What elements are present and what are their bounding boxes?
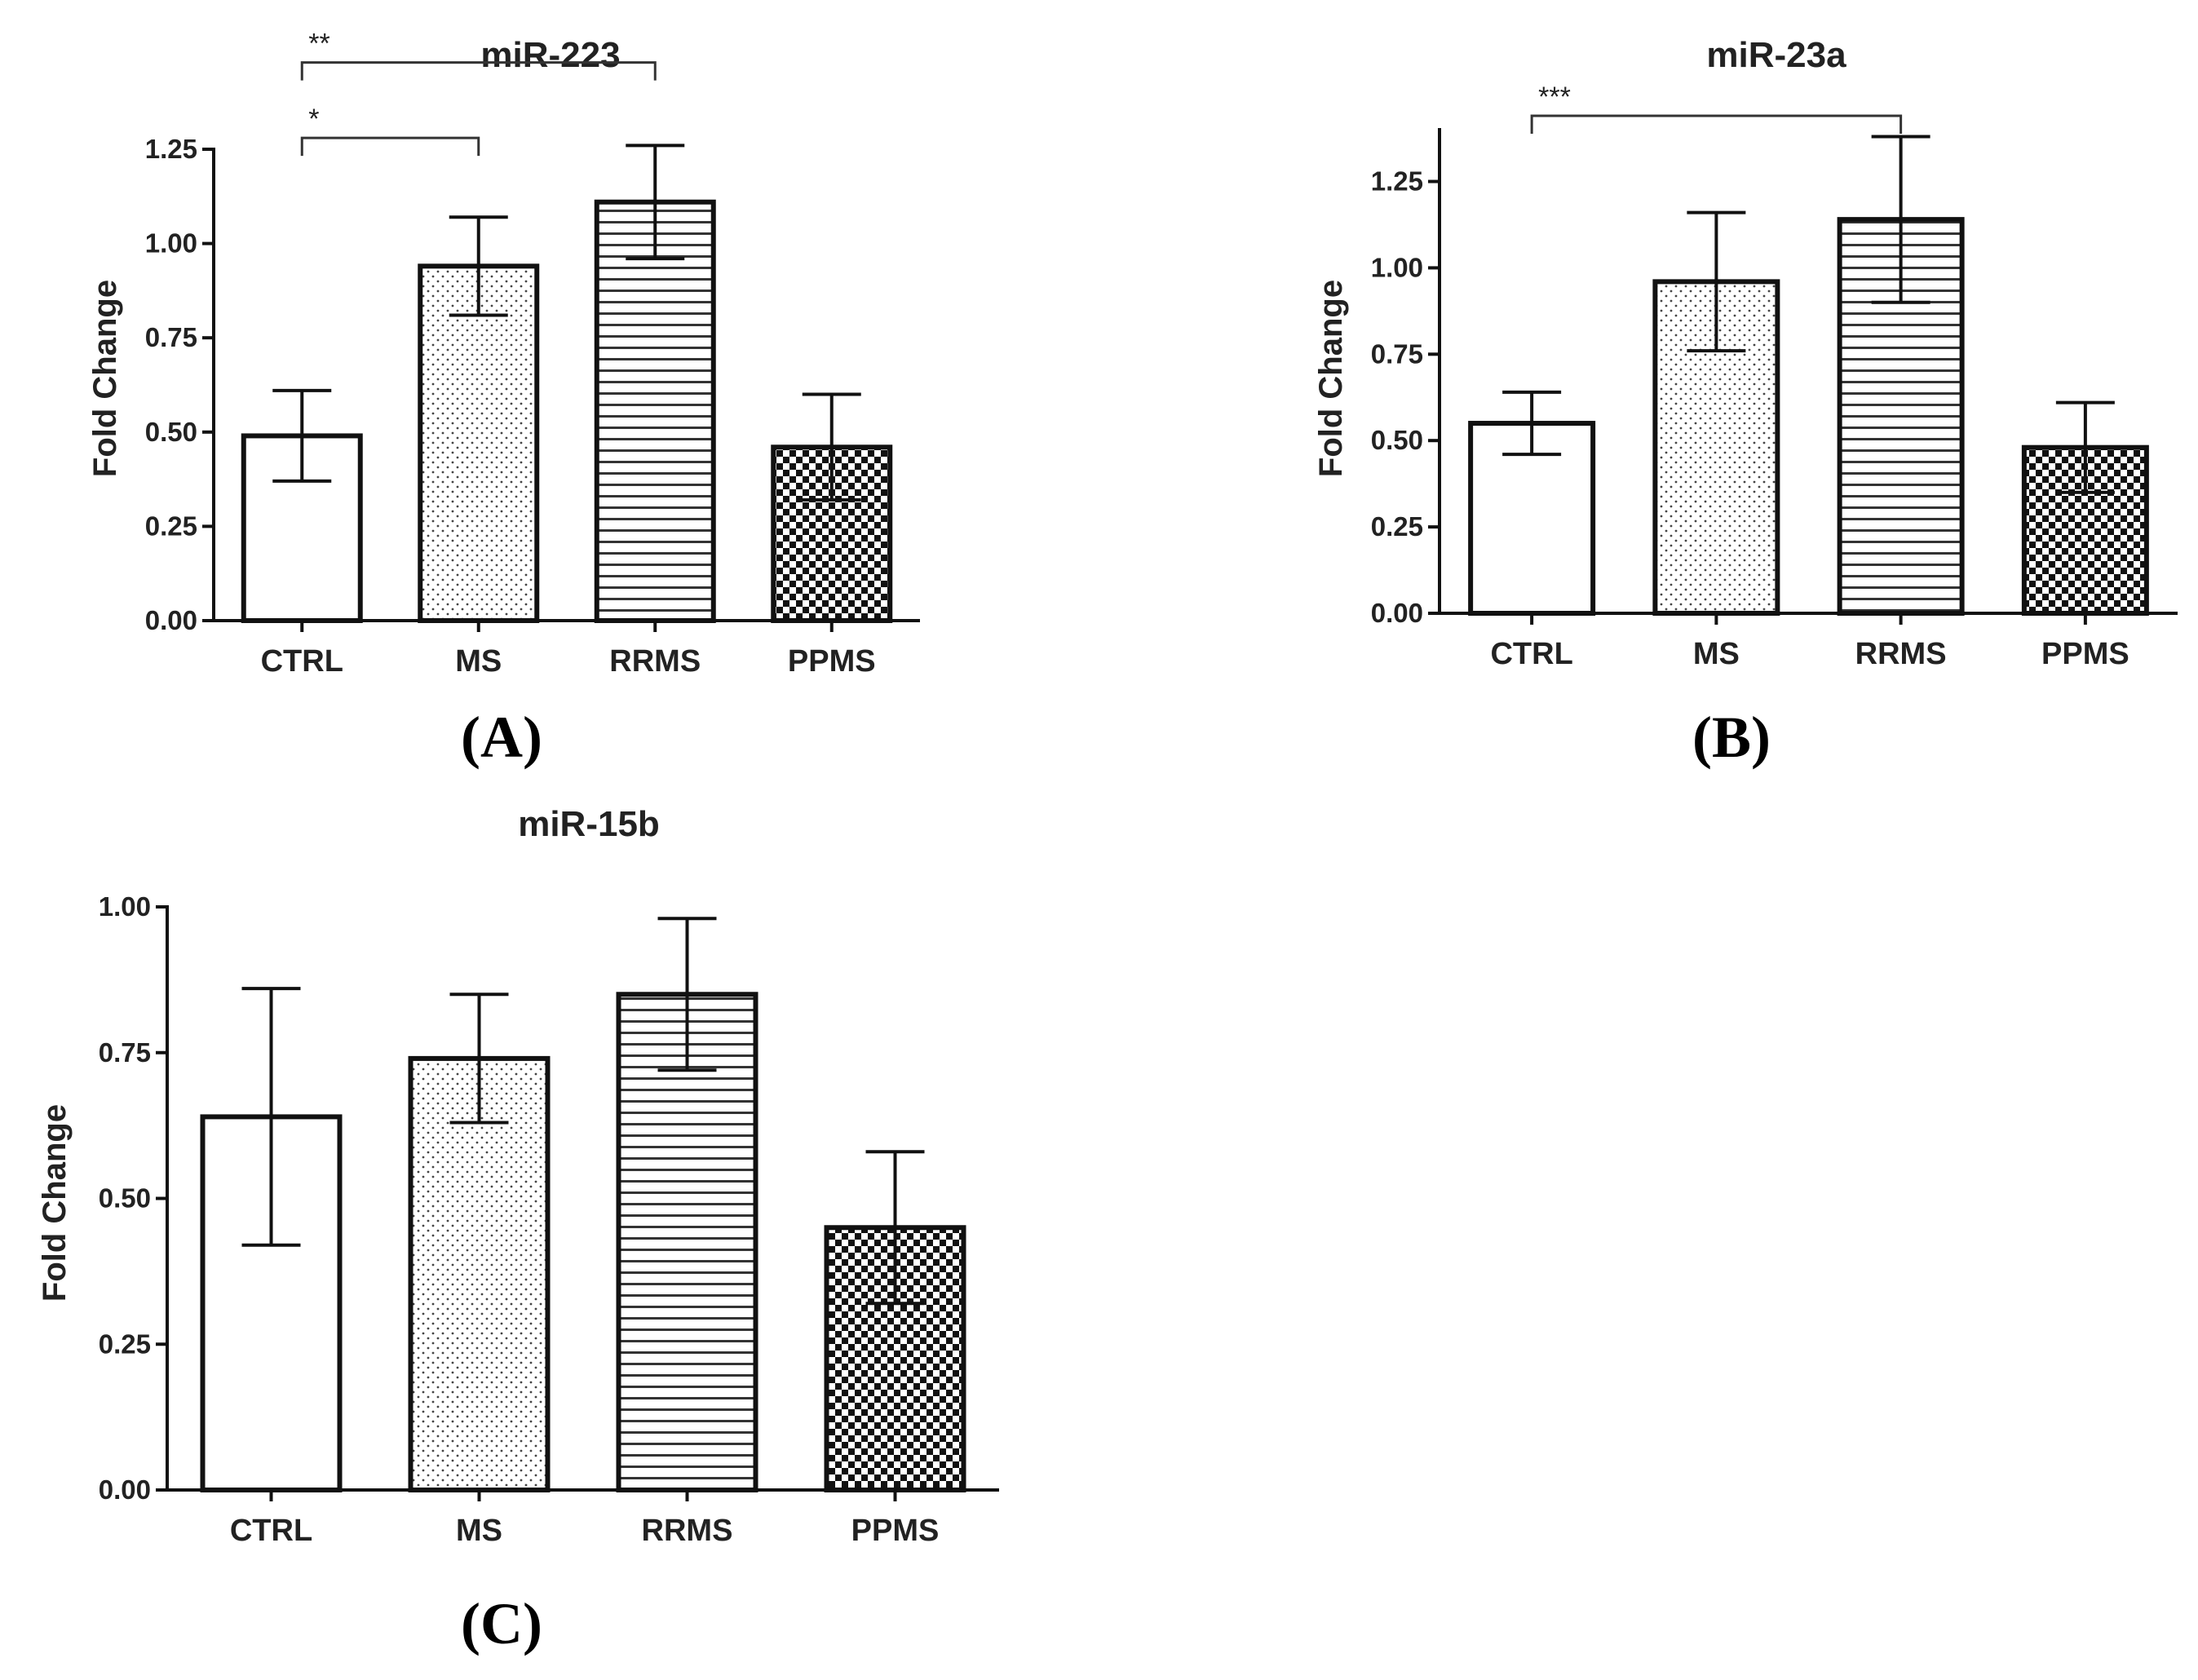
chart-title: miR-15b	[518, 804, 660, 844]
chart-mir-23a: miR-23a Fold Change (B) 0.00 0.25 0.50 0.75…	[1313, 35, 2178, 770]
x-tick-label: PPMS	[788, 644, 876, 679]
significance-bracket	[300, 61, 657, 81]
y-tick-label: 1.25	[1371, 166, 1423, 197]
y-tick-label: 0.50	[99, 1183, 151, 1214]
panel-label: (A)	[461, 705, 542, 770]
x-tick-label: RRMS	[642, 1514, 733, 1548]
y-tick-label: 1.00	[1371, 252, 1423, 282]
y-tick-label: 1.00	[99, 891, 151, 922]
x-tick-label: RRMS	[1855, 637, 1947, 671]
chart-title: miR-23a	[1706, 35, 1846, 75]
significance-label: *	[308, 104, 319, 135]
y-tick-label: 0.50	[145, 417, 197, 447]
y-tick-label: 0.00	[99, 1474, 151, 1505]
bar-rrms	[594, 199, 716, 623]
panel-label: (C)	[461, 1591, 542, 1656]
y-axis-label: Fold Change	[87, 280, 123, 477]
bar-ms	[408, 1055, 551, 1492]
significance-label: ***	[1538, 82, 1571, 113]
y-tick-label: 0.25	[99, 1329, 151, 1359]
y-tick-label: 0.25	[145, 511, 197, 541]
significance-bracket	[300, 136, 480, 157]
chart-mir-15b: miR-15b Fold Change (C) 0.00 0.25 0.50 0.75…	[37, 804, 999, 1656]
y-axis-label: Fold Change	[37, 1104, 73, 1302]
panel-label: (B)	[1692, 705, 1771, 770]
chart-mir-223: miR-223 Fold Change (A) 0.00 0.25 0.50 0.75…	[87, 29, 920, 770]
bar-ms	[418, 263, 540, 623]
x-tick-label: CTRL	[230, 1514, 312, 1548]
x-tick-label: CTRL	[261, 644, 343, 679]
y-tick-label: 0.00	[1371, 598, 1423, 628]
x-tick-label: PPMS	[2041, 637, 2129, 671]
y-tick-label: 0.00	[145, 605, 197, 635]
significance-label: **	[308, 29, 329, 60]
y-tick-label: 0.25	[1371, 511, 1423, 542]
x-tick-label: CTRL	[1490, 637, 1572, 671]
x-tick-label: MS	[1693, 637, 1740, 671]
y-tick-label: 0.75	[1371, 338, 1423, 369]
x-tick-label: MS	[455, 644, 502, 679]
y-tick-label: 1.00	[145, 228, 197, 259]
y-tick-label: 0.75	[99, 1037, 151, 1068]
x-tick-label: PPMS	[851, 1514, 940, 1548]
chart-title: miR-223	[480, 35, 620, 75]
y-tick-label: 1.25	[145, 134, 197, 164]
x-tick-label: MS	[456, 1514, 502, 1548]
x-tick-label: RRMS	[609, 644, 701, 679]
y-tick-label: 0.50	[1371, 425, 1423, 455]
y-tick-label: 0.75	[145, 322, 197, 352]
y-axis-label: Fold Change	[1313, 280, 1349, 477]
significance-bracket	[1530, 114, 1903, 135]
